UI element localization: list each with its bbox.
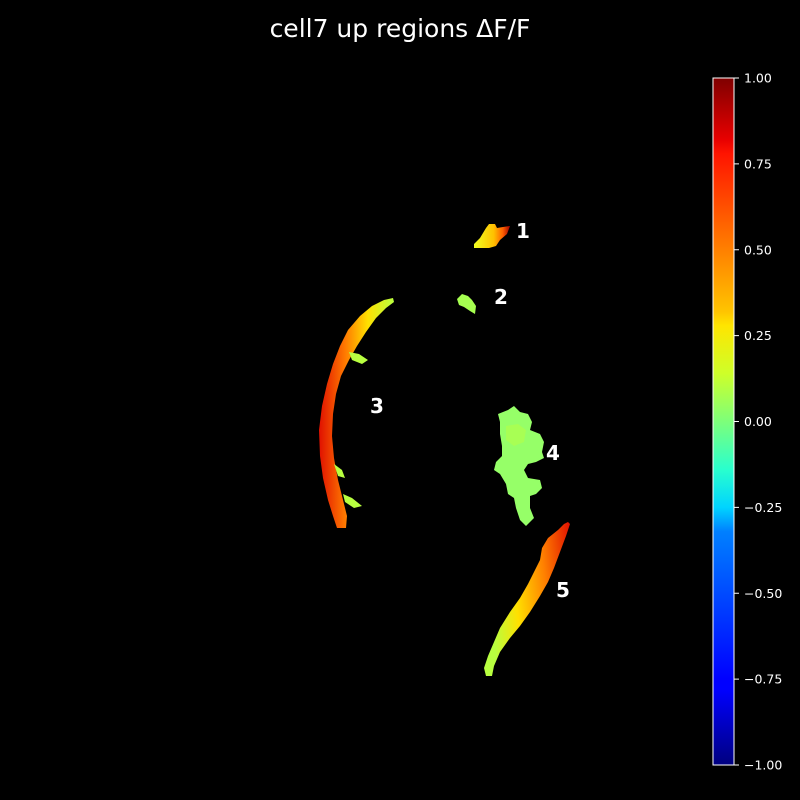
region-label-4: 4: [546, 441, 560, 465]
colorbar-tick-label: −0.75: [744, 672, 782, 687]
figure-title: cell7 up regions ΔF/F: [269, 14, 531, 43]
colorbar-tick-label: −1.00: [744, 758, 782, 773]
colorbar-tick-label: 0.25: [744, 328, 772, 343]
colorbar-tick-label: 0.75: [744, 156, 772, 171]
region-2-blob: [457, 294, 476, 314]
region-label-5: 5: [556, 578, 570, 602]
region-4-blob: [494, 406, 544, 526]
colorbar: 1.00 0.75 0.50 0.25 0.00 −0.25 −0.50 −0.75 −1.00: [712, 71, 782, 773]
region-label-1: 1: [516, 219, 530, 243]
colorbar-tick-label: 1.00: [744, 71, 772, 86]
region-label-3: 3: [370, 394, 384, 418]
colorbar-tick-label: 0.50: [744, 242, 772, 257]
colorbar-ticks: 1.00 0.75 0.50 0.25 0.00 −0.25 −0.50 −0.75 −1.00: [734, 71, 782, 773]
colorbar-gradient: [712, 77, 735, 766]
region-1-blob: [474, 224, 510, 248]
colorbar-tick-label: 0.00: [744, 414, 772, 429]
colorbar-tick-label: −0.25: [744, 500, 782, 515]
colorbar-tick-label: −0.50: [744, 586, 782, 601]
region-5-arc: [484, 522, 570, 676]
region-label-2: 2: [494, 285, 508, 309]
region-3-arc: [319, 298, 394, 528]
